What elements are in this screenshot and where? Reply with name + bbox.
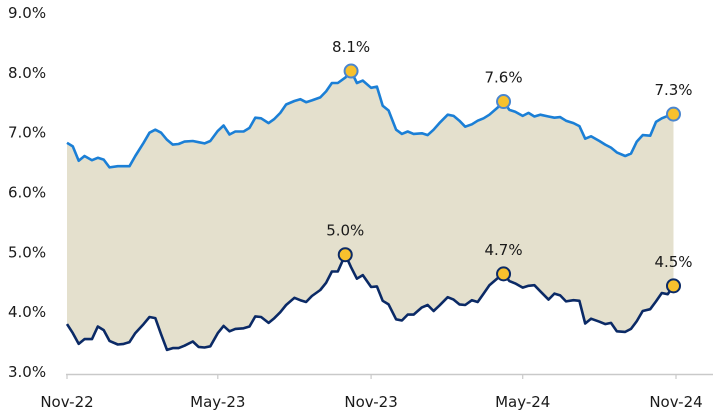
x-tick-label: May-24 [495, 393, 550, 411]
upper-series-line [66, 69, 674, 169]
x-tick-label: Nov-22 [40, 393, 93, 411]
y-tick-label: 9.0% [8, 4, 46, 22]
annotation-marker [496, 94, 512, 110]
annotation-marker [337, 247, 353, 263]
annotation-marker [666, 278, 682, 294]
x-axis: Nov-22 May-23 Nov-23 May-24 Nov-24 [40, 373, 713, 411]
annotation-marker [343, 63, 359, 79]
y-tick-label: 8.0% [8, 64, 46, 82]
data-label: 5.0% [326, 222, 364, 240]
y-tick-label: 4.0% [8, 303, 46, 321]
range-band [67, 71, 674, 350]
line-layer [65, 69, 675, 352]
lower-series-line [65, 253, 675, 352]
annotation-marker [666, 106, 682, 122]
annotation-layer: 8.1% 7.6% 7.3% 5.0% 4.7% 4.5% [326, 38, 693, 294]
y-axis: 3.0% 4.0% 5.0% 6.0% 7.0% 8.0% 9.0% [8, 4, 46, 381]
data-label: 7.6% [484, 69, 522, 87]
y-tick-label: 3.0% [8, 363, 46, 381]
y-tick-label: 7.0% [8, 124, 46, 142]
x-tick-label: May-23 [190, 393, 245, 411]
annotation-marker [496, 266, 512, 282]
y-tick-label: 5.0% [8, 243, 46, 261]
data-label: 4.7% [484, 241, 522, 259]
y-tick-label: 6.0% [8, 184, 46, 202]
data-label: 4.5% [654, 253, 692, 271]
area-layer [67, 71, 674, 350]
data-label: 8.1% [332, 38, 370, 56]
x-tick-label: Nov-24 [649, 393, 702, 411]
data-label: 7.3% [654, 81, 692, 99]
x-tick-label: Nov-23 [344, 393, 397, 411]
